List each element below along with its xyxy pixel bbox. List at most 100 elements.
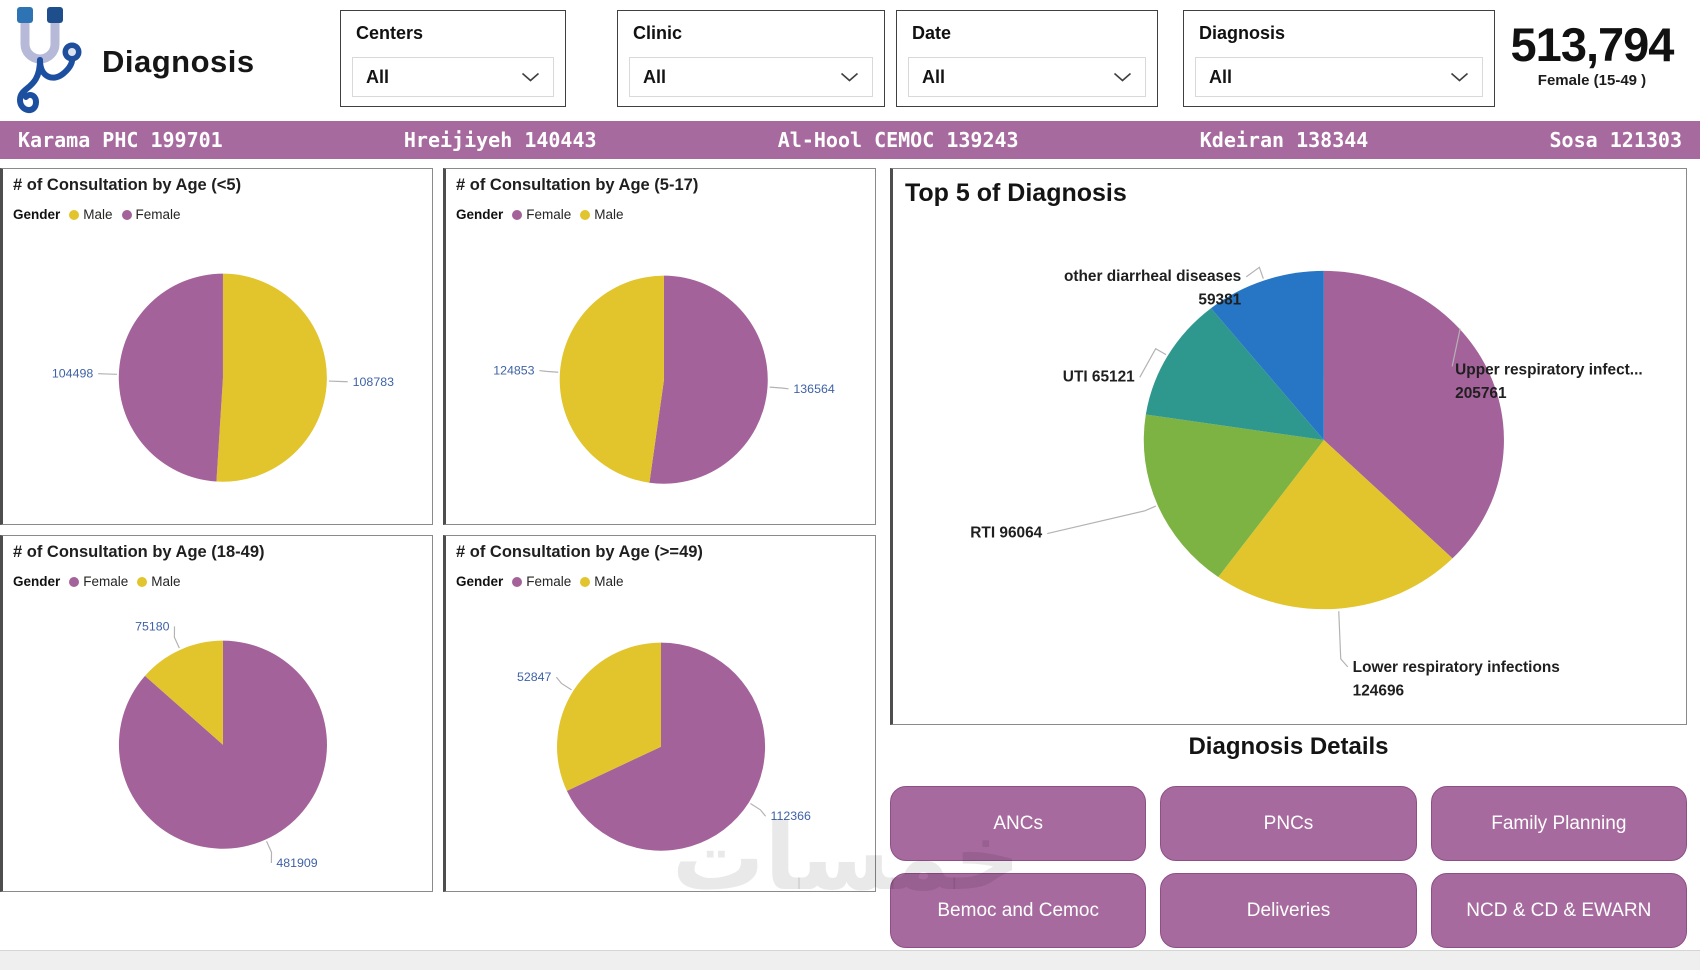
kpi-card: 513,794 Female (15-49 ) xyxy=(1500,18,1684,90)
pie-data-label: 75180 xyxy=(135,619,170,633)
legend-item-male[interactable]: Male xyxy=(137,574,181,589)
dropdown-value: All xyxy=(643,66,667,87)
pie-data-label: 59381 xyxy=(1198,292,1241,309)
pie-data-label: other diarrheal diseases xyxy=(1064,268,1241,285)
details-button-family-planning[interactable]: Family Planning xyxy=(1430,786,1687,861)
stats-banner: Karama PHC 199701 Hreijiyeh 140443 Al-Ho… xyxy=(0,121,1700,159)
consultation-18-49-panel: 481909 75180 # of Consultation by Age (18… xyxy=(0,535,433,892)
pie-data-label: UTI 65121 xyxy=(1063,368,1135,385)
label-leader-line xyxy=(266,841,273,864)
diagnosis-dropdown[interactable]: All xyxy=(1195,57,1483,97)
label-leader-line xyxy=(769,386,789,390)
top5-diagnosis-panel: Upper respiratory infect... 205761 Lower r… xyxy=(890,168,1687,725)
label-leader-line xyxy=(555,676,572,691)
legend-dot xyxy=(69,576,80,587)
filter-label: Date xyxy=(912,23,952,43)
details-button-ncd-cd-ewarn[interactable]: NCD & CD & EWARN xyxy=(1430,873,1687,948)
legend: Gender Male Female xyxy=(13,207,181,222)
legend: Gender Female Male xyxy=(13,574,181,589)
panel-title: # of Consultation by Age (<5) xyxy=(13,176,242,194)
consultation-under5-panel: 108783 104498 # of Consultation by Age (<… xyxy=(0,168,433,525)
pie-slice-male[interactable] xyxy=(557,642,661,791)
pie-slice-male[interactable] xyxy=(559,275,664,483)
dropdown-value: All xyxy=(1209,66,1233,87)
legend-item-female[interactable]: Female xyxy=(512,207,571,222)
filter-clinic: Clinic All xyxy=(617,10,885,107)
chevron-down-icon xyxy=(521,72,540,82)
pie-data-label: 136564 xyxy=(793,382,834,396)
pie-slice-upper-respiratory-infect-[interactable] xyxy=(1323,270,1504,559)
date-dropdown[interactable]: All xyxy=(908,57,1146,97)
pie-slice-female[interactable] xyxy=(118,640,327,849)
pie-data-label: 104498 xyxy=(52,367,93,381)
banner-item-hreijiyeh: Hreijiyeh 140443 xyxy=(403,128,597,152)
pie-chart-over49: 112366 52847 xyxy=(517,642,811,851)
legend: Gender Female Male xyxy=(456,574,624,589)
pie-slice-female[interactable] xyxy=(649,275,768,484)
legend-item-male[interactable]: Male xyxy=(580,207,624,222)
legend-item-female[interactable]: Female xyxy=(512,574,571,589)
pie-data-label: 481909 xyxy=(276,856,317,870)
kpi-label: Female (15-49 ) xyxy=(1537,72,1647,90)
pie-slice-female[interactable] xyxy=(566,642,766,851)
filter-centers: Centers All xyxy=(340,10,566,107)
banner-item-alhool: Al-Hool CEMOC 139243 xyxy=(777,128,1019,152)
kpi-value: 513,794 xyxy=(1510,18,1675,71)
label-leader-line xyxy=(1245,266,1264,279)
panel-title: # of Consultation by Age (5-17) xyxy=(456,176,699,194)
legend-dot xyxy=(580,576,591,587)
legend-dot xyxy=(69,209,80,220)
legend-dot xyxy=(512,209,523,220)
banner-item-sosa: Sosa 121303 xyxy=(1549,128,1682,152)
label-leader-line xyxy=(1451,328,1461,367)
label-leader-line xyxy=(750,803,767,817)
details-button-deliveries[interactable]: Deliveries xyxy=(1160,873,1417,948)
pie-chart-18-49: 481909 75180 xyxy=(118,619,327,870)
chevron-down-icon xyxy=(1450,72,1469,82)
label-leader-line xyxy=(539,369,559,373)
clinic-dropdown[interactable]: All xyxy=(629,57,873,97)
legend-dot xyxy=(121,209,132,220)
pie-slice-uti[interactable] xyxy=(1145,308,1324,441)
legend-item-female[interactable]: Female xyxy=(69,574,128,589)
details-button-pncs[interactable]: PNCs xyxy=(1160,786,1417,861)
pie-slice-female[interactable] xyxy=(118,273,223,482)
panel-title: # of Consultation by Age (>=49) xyxy=(456,543,703,561)
label-leader-line xyxy=(1338,611,1349,668)
details-button-bemoc-cemoc[interactable]: Bemoc and Cemoc xyxy=(890,873,1147,948)
pie-data-label: 112366 xyxy=(771,809,811,823)
filter-label: Diagnosis xyxy=(1199,23,1286,43)
dropdown-value: All xyxy=(366,66,390,87)
pie-data-label: 52847 xyxy=(517,670,552,684)
pie-slice-rti[interactable] xyxy=(1143,414,1324,578)
consultation-over49-panel: 112366 52847 # of Consultation by Age (>=… xyxy=(443,535,876,892)
banner-item-karama: Karama PHC 199701 xyxy=(18,128,223,152)
label-leader-line xyxy=(328,380,348,383)
legend-dot xyxy=(137,576,148,587)
details-buttons: ANCs PNCs Family Planning Bemoc and Cemo… xyxy=(890,786,1687,948)
label-leader-line xyxy=(98,373,118,375)
panel-title: # of Consultation by Age (18-49) xyxy=(13,543,265,561)
consultation-5-17-panel: 136564 124853 # of Consultation by Age (5… xyxy=(443,168,876,525)
pie-slice-male[interactable] xyxy=(144,640,223,745)
pie-chart-top5-diagnosis: Upper respiratory infect... 205761 Lower r… xyxy=(970,266,1643,700)
pie-data-label: Lower respiratory infections xyxy=(1353,659,1560,676)
pie-data-label: RTI 96064 xyxy=(970,525,1042,542)
stethoscope-icon xyxy=(16,7,82,113)
pie-data-label: 205761 xyxy=(1455,385,1507,402)
legend-item-female[interactable]: Female xyxy=(121,207,181,222)
panel-title: Top 5 of Diagnosis xyxy=(905,179,1127,207)
pie-slice-male[interactable] xyxy=(216,273,327,482)
pie-chart-5-17: 136564 124853 xyxy=(493,275,835,484)
legend-item-male[interactable]: Male xyxy=(69,207,113,222)
pie-slice-lower-respiratory-infections[interactable] xyxy=(1218,440,1453,610)
filter-date: Date All xyxy=(896,10,1158,107)
details-button-ancs[interactable]: ANCs xyxy=(890,786,1147,861)
filter-diagnosis: Diagnosis All xyxy=(1183,10,1495,107)
pie-data-label: Upper respiratory infect... xyxy=(1455,361,1643,378)
legend-item-male[interactable]: Male xyxy=(580,574,624,589)
legend: Gender Female Male xyxy=(456,207,624,222)
pie-data-label: 124853 xyxy=(493,364,534,378)
centers-dropdown[interactable]: All xyxy=(352,57,554,97)
pie-slice-other-diarrheal-diseases[interactable] xyxy=(1210,270,1324,441)
